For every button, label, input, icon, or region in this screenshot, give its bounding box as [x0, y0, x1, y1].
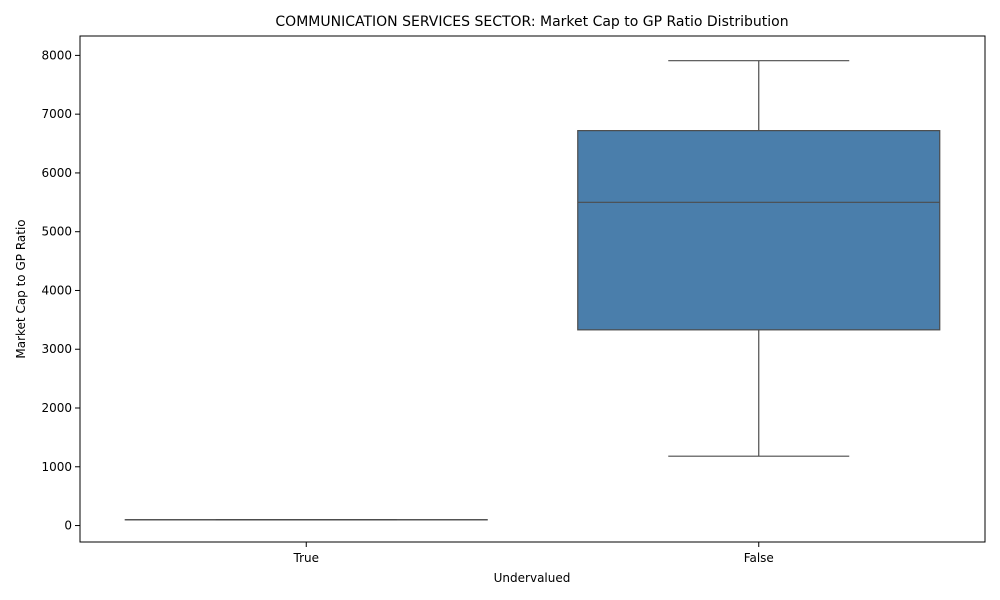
y-tick-label: 4000 — [41, 283, 72, 297]
plot-area-frame — [79, 35, 986, 543]
box-false — [577, 60, 941, 457]
y-axis: 0 1000 2000 3000 4000 5000 6000 7000 8000 — [41, 48, 80, 533]
x-tick-label: True — [293, 551, 320, 565]
y-tick-label: 6000 — [41, 166, 72, 180]
y-tick-label: 2000 — [41, 401, 72, 415]
chart-title: COMMUNICATION SERVICES SECTOR: Market Ca… — [275, 14, 788, 30]
y-tick-label: 1000 — [41, 460, 72, 474]
y-tick-label: 7000 — [41, 107, 72, 121]
y-tick-label: 5000 — [41, 225, 72, 239]
iqr-box — [577, 130, 941, 331]
y-tick-label: 8000 — [41, 48, 72, 62]
y-tick-label: 3000 — [41, 342, 72, 356]
boxes-layer — [124, 60, 941, 521]
y-tick-label: 0 — [64, 519, 72, 533]
x-axis: True False — [293, 542, 774, 565]
x-tick-label: False — [744, 551, 774, 565]
y-axis-label: Market Cap to GP Ratio — [14, 219, 28, 358]
x-axis-label: Undervalued — [494, 571, 571, 585]
